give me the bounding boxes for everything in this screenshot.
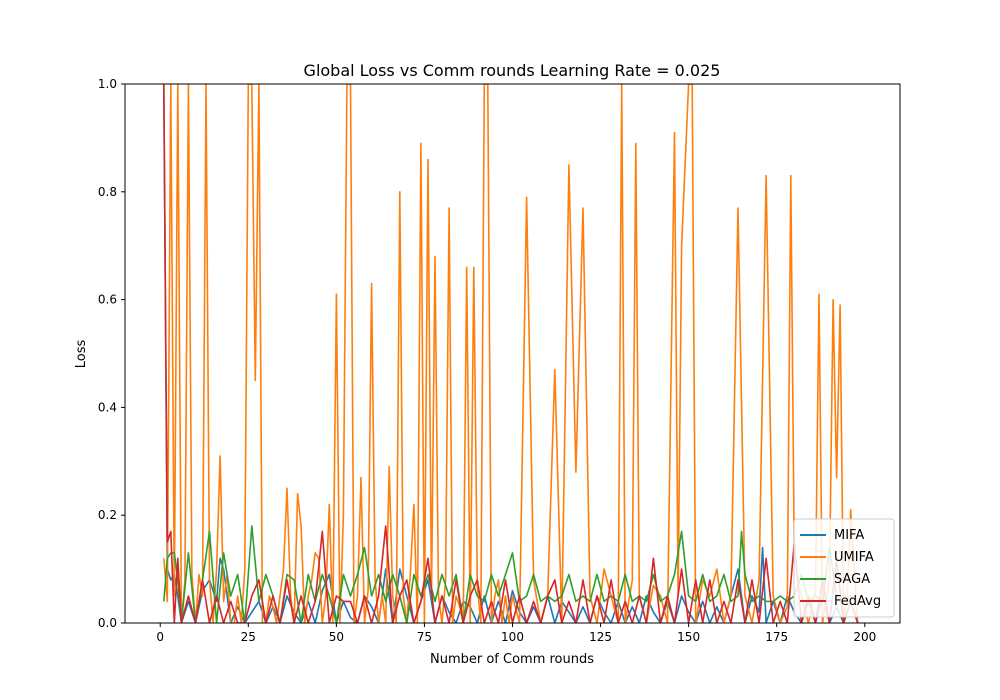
x-axis-label: Number of Comm rounds <box>430 652 594 667</box>
x-tick-label: 200 <box>853 630 876 644</box>
x-tick-label: 50 <box>329 630 344 644</box>
chart-title: Global Loss vs Comm rounds Learning Rate… <box>304 61 721 80</box>
legend-label-fedavg: FedAvg <box>834 594 881 609</box>
y-tick-label: 0.4 <box>98 400 117 414</box>
legend-label-mifa: MIFA <box>834 528 864 543</box>
series-line-mifa <box>163 84 859 623</box>
y-tick-label: 0.2 <box>98 508 117 522</box>
x-tick-label: 75 <box>417 630 432 644</box>
series-layer <box>163 84 859 623</box>
x-tick-label: 150 <box>677 630 700 644</box>
y-tick-label: 0.6 <box>98 293 117 307</box>
y-tick-label: 1.0 <box>98 77 117 91</box>
series-line-umifa <box>163 84 859 623</box>
y-axis-label: Loss <box>74 340 89 369</box>
legend-label-saga: SAGA <box>834 572 870 587</box>
legend-box <box>793 518 895 618</box>
x-tick-label: 25 <box>241 630 256 644</box>
legend-label-umifa: UMIFA <box>834 550 874 565</box>
axes-layer: 0 25 50 75 100 125 150 175 200 0.0 0.2 0.4 0.6 0.8 1.0 <box>98 77 876 644</box>
x-tick-label: 125 <box>589 630 612 644</box>
x-tick-label: 175 <box>765 630 788 644</box>
y-tick-label: 0.0 <box>98 616 117 630</box>
x-tick-label: 0 <box>156 630 164 644</box>
x-tick-label: 100 <box>501 630 524 644</box>
plot-frame <box>124 83 901 624</box>
legend: MIFA UMIFA SAGA FedAvg <box>793 518 895 618</box>
series-line-saga <box>163 525 859 623</box>
y-tick-label: 0.8 <box>98 185 117 199</box>
series-line-fedavg <box>163 84 859 623</box>
